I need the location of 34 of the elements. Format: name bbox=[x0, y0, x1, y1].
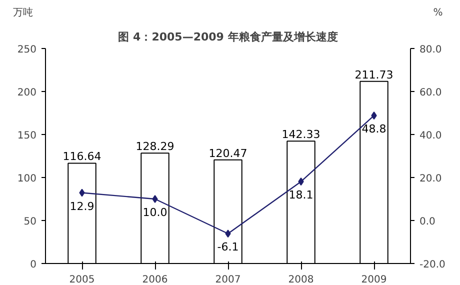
data-label: 18.1 bbox=[288, 188, 314, 202]
point bbox=[79, 188, 85, 197]
data-label: -6.1 bbox=[217, 240, 239, 254]
y2-tick-label: 40.0 bbox=[420, 130, 442, 142]
y-tick-label: 100 bbox=[17, 174, 37, 184]
x-tick-label: 2006 bbox=[142, 274, 168, 285]
data-label: 128.29 bbox=[136, 140, 174, 154]
y2-tick-label: -20.0 bbox=[420, 260, 446, 270]
point bbox=[152, 195, 158, 203]
y2-tick-label: 0.0 bbox=[420, 216, 436, 228]
y-tick-label: 250 bbox=[17, 44, 37, 56]
data-label: 48.8 bbox=[362, 122, 386, 136]
y-tick-label: 50 bbox=[24, 216, 37, 228]
x-tick-label: 2007 bbox=[215, 274, 241, 285]
point bbox=[225, 230, 231, 238]
data-label: 211.73 bbox=[354, 68, 394, 82]
x-tick-label: 2009 bbox=[361, 274, 387, 285]
point bbox=[298, 178, 304, 186]
text: 万吨 % bbox=[13, 8, 443, 18]
data-label: 12.9 bbox=[70, 200, 94, 213]
y-tick-label: 200 bbox=[17, 88, 37, 98]
y-tick-label: 150 bbox=[17, 130, 37, 142]
data-label: 10.0 bbox=[142, 206, 168, 219]
x-tick-label: 2008 bbox=[288, 274, 314, 285]
y2-tick-label: 80.0 bbox=[420, 44, 442, 56]
data-label: 116.64 bbox=[62, 150, 102, 164]
chart-title: 图 4：2005—2009 年粮食产量及增长速度 bbox=[118, 30, 338, 44]
x-tick-label: 2005 bbox=[69, 274, 95, 285]
y2-tick-label: 60.0 bbox=[420, 88, 442, 98]
data-label: 142.33 bbox=[282, 128, 320, 142]
data-label: 120.47 bbox=[208, 146, 248, 160]
y-tick-label: 0 bbox=[30, 260, 37, 270]
point bbox=[371, 112, 377, 120]
y2-tick-label: 20.0 bbox=[420, 174, 442, 184]
